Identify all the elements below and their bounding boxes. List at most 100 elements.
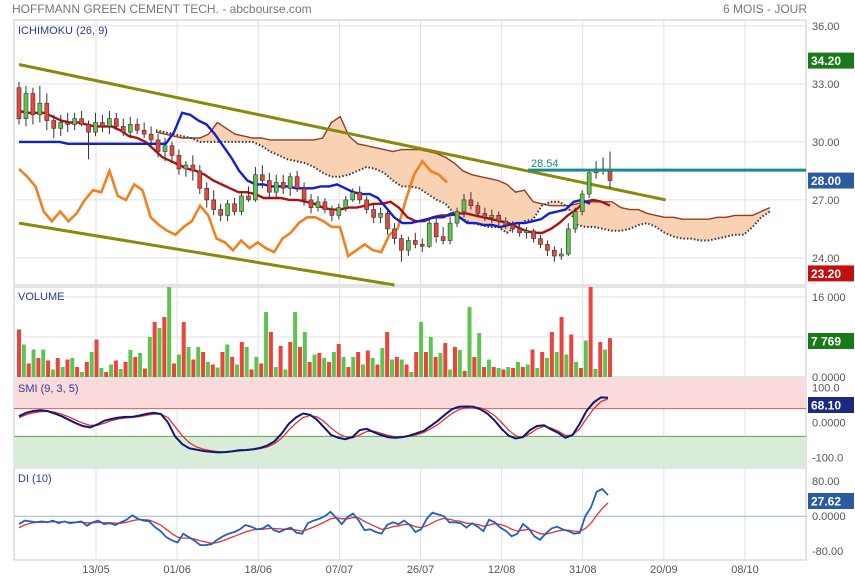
candle: [579, 190, 585, 216]
candle: [16, 81, 22, 125]
volume-bar: [511, 368, 516, 377]
volume-bar: [346, 367, 351, 377]
volume-bar: [239, 342, 244, 377]
volume-bar: [365, 350, 370, 377]
candle: [107, 110, 112, 135]
volume-bar: [356, 352, 361, 377]
candle: [586, 168, 592, 198]
svg-text:34.20: 34.20: [811, 54, 841, 68]
volume-bar: [186, 347, 191, 377]
candle: [440, 226, 446, 245]
volume-bar: [452, 347, 457, 377]
candle: [183, 161, 189, 177]
volume-bar: [283, 369, 288, 377]
candle: [44, 93, 50, 131]
senkou-span-b: [155, 129, 771, 242]
volume-bar: [506, 367, 511, 377]
volume-bar: [448, 369, 453, 377]
volume-bar: [215, 367, 220, 377]
trend-channel-line: [18, 221, 395, 287]
volume-bar: [428, 337, 433, 377]
candle: [287, 172, 293, 197]
candle: [399, 234, 404, 262]
volume-bar: [65, 359, 70, 377]
volume-bar: [491, 367, 496, 377]
volume-bar: [205, 362, 210, 377]
y-tick-label: 16 000: [812, 292, 846, 304]
volume-bar: [559, 317, 564, 377]
volume-bar: [201, 352, 206, 377]
candle: [51, 114, 57, 138]
candle: [273, 174, 279, 198]
y-tick-label: -100.0: [812, 452, 843, 464]
volume-bar: [331, 352, 336, 377]
candle: [114, 112, 119, 131]
volume-bar: [268, 332, 273, 377]
volume-bar: [603, 349, 608, 377]
volume-bar: [79, 372, 84, 377]
candle: [322, 197, 328, 214]
price-badge: 34.20: [808, 52, 854, 69]
volume-bar: [113, 360, 118, 377]
oversold-zone: [14, 436, 806, 466]
volume-bar: [157, 328, 162, 377]
candle: [79, 110, 84, 127]
volume-bar: [482, 367, 487, 377]
candle: [531, 228, 536, 243]
volume-bar: [578, 368, 583, 377]
volume-bar: [21, 344, 26, 377]
candle: [461, 194, 467, 218]
candle: [176, 149, 182, 175]
candle: [23, 85, 29, 127]
candle: [489, 209, 495, 224]
volume-bar: [307, 362, 312, 377]
volume-bar: [181, 322, 186, 377]
candle: [447, 217, 453, 245]
volume-bar: [297, 347, 302, 377]
volume-bar: [75, 367, 80, 377]
candle: [308, 194, 314, 214]
volume-bar: [138, 353, 143, 377]
candle: [197, 165, 203, 195]
candle: [127, 116, 133, 138]
volume-bar: [515, 362, 520, 377]
candle: [169, 141, 175, 164]
volume-bar: [327, 362, 332, 377]
candle: [559, 248, 564, 260]
candle: [600, 157, 606, 175]
di-panel: DI (10): [14, 473, 806, 546]
volume-bar: [545, 358, 550, 377]
volume-bar: [176, 354, 181, 377]
volume-bar: [317, 353, 322, 377]
candle: [86, 120, 91, 160]
candle: [218, 203, 223, 222]
volume-bar: [394, 357, 399, 377]
x-tick-label: 08/10: [731, 564, 759, 576]
volume-bar: [593, 369, 598, 377]
candle: [468, 192, 474, 210]
volume-bar: [172, 363, 177, 377]
candle: [419, 238, 425, 253]
volume-bar: [196, 347, 201, 377]
volume-bar: [375, 364, 380, 377]
volume-bar: [322, 358, 327, 377]
volume-bar: [142, 368, 147, 377]
price-badge: 28.00: [808, 172, 854, 189]
x-tick-label: 26/07: [407, 564, 435, 576]
volume-bar: [404, 364, 409, 377]
volume-bar: [385, 332, 390, 377]
volume-bar: [414, 352, 419, 377]
y-tick-label: 0.0000: [812, 372, 846, 384]
candle: [72, 112, 77, 131]
volume-bar: [41, 349, 46, 377]
time-axis: 13/05 01/06 18/06 07/07 26/07 12/08 31/08 20/09…: [82, 564, 759, 576]
candle: [100, 114, 105, 133]
di-label: DI (10): [18, 473, 52, 485]
volume-bar: [60, 367, 65, 377]
volume-bar: [462, 371, 467, 377]
volume-bar: [390, 359, 395, 377]
volume-bar: [438, 353, 443, 377]
y-tick-label: 100.0: [812, 383, 840, 395]
kumo-cloud: [156, 116, 770, 241]
volume-bar: [230, 357, 235, 377]
